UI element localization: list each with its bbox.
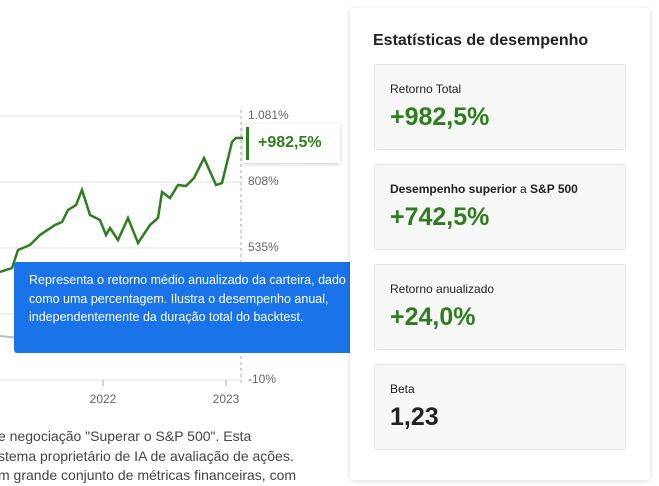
description-line: stema proprietário de IA de avaliação de… (0, 447, 294, 464)
x-tick-label: 2022 (90, 392, 117, 406)
label-bold: S&P 500 (530, 182, 578, 196)
description-line: e negociação "Superar o S&P 500". Esta (0, 428, 252, 444)
stat-value: 1,23 (390, 403, 439, 431)
y-tick-label: -10% (248, 372, 276, 386)
label-bold: Desempenho superior (390, 182, 517, 196)
panel-title: Estatísticas de desempenho (373, 32, 589, 49)
stat-card: Desempenho superior a S&P 500 +742,5% (374, 164, 626, 250)
end-value: +982,5% (258, 134, 322, 151)
stat-value: +742,5% (390, 203, 490, 231)
y-tick-label: 535% (248, 240, 279, 254)
stat-card: Beta 1,23 (374, 364, 626, 450)
end-label: +982,5% (243, 124, 340, 163)
stat-label: Retorno Total (390, 82, 462, 96)
stat-label: Desempenho superior a S&P 500 (390, 182, 578, 196)
chart: 1.081% 808% 535% -10% 2022 2023 (0, 108, 289, 406)
label-text: a (516, 182, 531, 196)
stat-value: +982,5% (390, 103, 490, 131)
stat-label: Retorno anualizado (390, 282, 495, 296)
tooltip: Representa o retorno médio anualizado da… (14, 262, 371, 353)
stat-value: +24,0% (390, 303, 476, 331)
description: e negociação "Superar o S&P 500". Esta s… (0, 427, 296, 486)
x-tick-label: 2023 (213, 392, 240, 406)
description-line: m grande conjunto de métricas financeira… (0, 467, 297, 483)
marker (246, 127, 249, 160)
portfolio-line (0, 136, 244, 274)
stats-panel: Estatísticas de desempenho Retorno Total… (350, 8, 650, 480)
y-tick-label: 1.081% (248, 108, 289, 122)
y-tick-label: 808% (248, 174, 279, 188)
stat-label: Beta (390, 382, 415, 396)
stat-card: Retorno anualizado +24,0% (374, 264, 626, 350)
stat-card: Retorno Total +982,5% (374, 64, 626, 150)
